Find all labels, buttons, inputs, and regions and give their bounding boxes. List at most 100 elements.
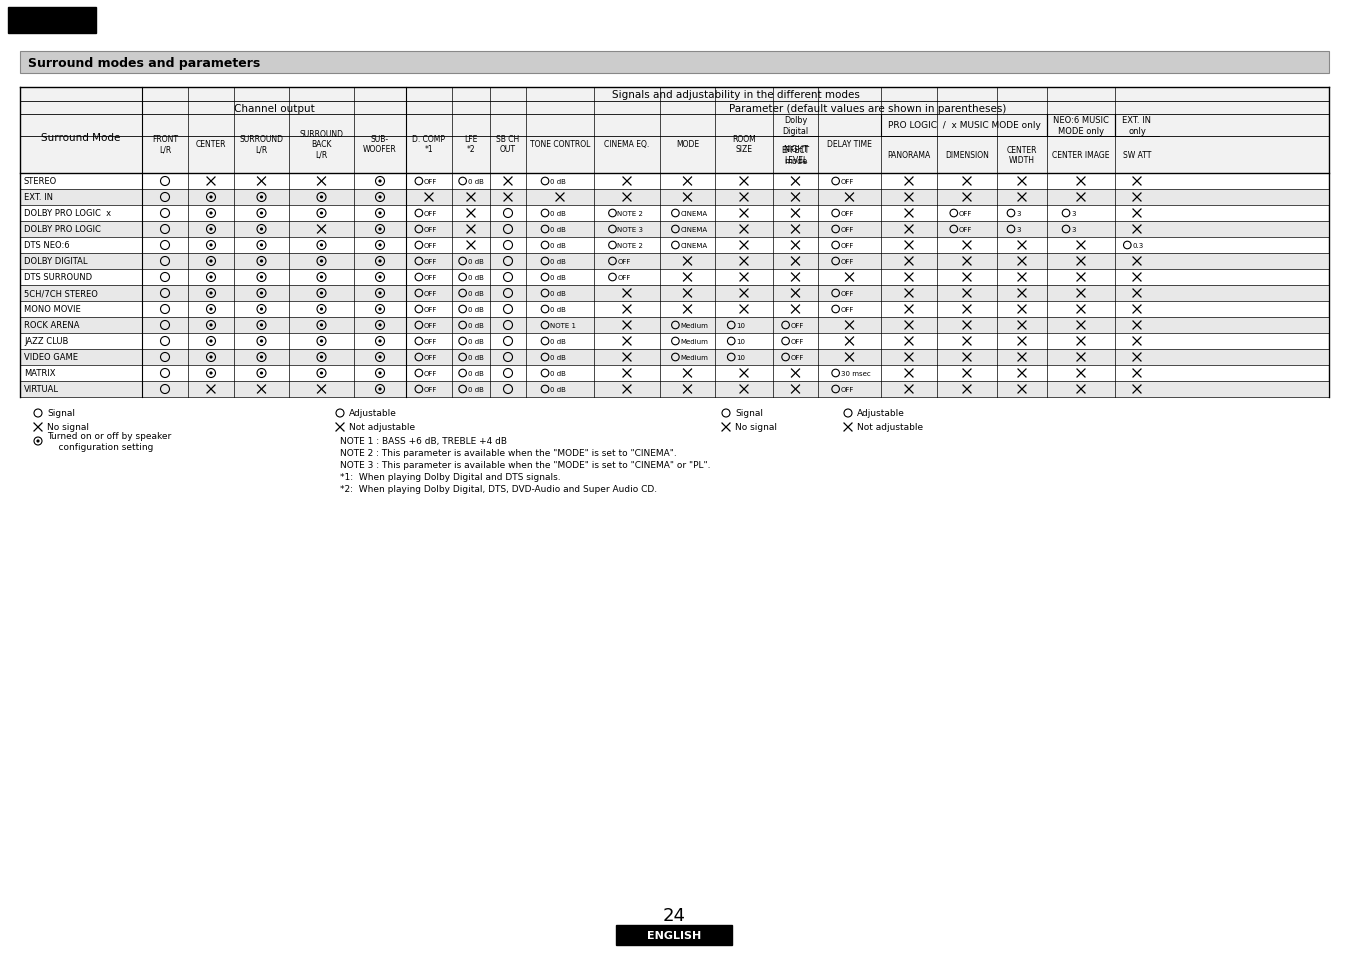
Circle shape bbox=[379, 372, 382, 375]
Circle shape bbox=[320, 244, 324, 248]
Text: DTS NEO:6: DTS NEO:6 bbox=[24, 241, 70, 251]
Circle shape bbox=[379, 356, 382, 359]
Text: ROOM
SIZE: ROOM SIZE bbox=[733, 134, 755, 154]
Text: OFF: OFF bbox=[840, 179, 854, 185]
Text: MATRIX: MATRIX bbox=[24, 369, 55, 378]
Circle shape bbox=[320, 340, 324, 343]
Circle shape bbox=[379, 244, 382, 248]
Text: CINEMA: CINEMA bbox=[680, 211, 707, 216]
Text: Surround Mode: Surround Mode bbox=[42, 132, 120, 143]
Text: 0 dB: 0 dB bbox=[468, 179, 483, 185]
Circle shape bbox=[260, 356, 263, 359]
Circle shape bbox=[260, 340, 263, 343]
Circle shape bbox=[320, 372, 324, 375]
Text: VIDEO GAME: VIDEO GAME bbox=[24, 354, 78, 362]
Text: OFF: OFF bbox=[959, 211, 973, 216]
Text: CINEMA EQ.: CINEMA EQ. bbox=[604, 140, 650, 149]
Text: ENGLISH: ENGLISH bbox=[648, 930, 701, 940]
Circle shape bbox=[379, 308, 382, 312]
Text: CENTER: CENTER bbox=[196, 140, 227, 149]
Text: EFFECT
LEVEL: EFFECT LEVEL bbox=[781, 146, 809, 165]
Text: OFF: OFF bbox=[840, 387, 854, 393]
Circle shape bbox=[209, 356, 213, 359]
Text: EXT. IN
only: EXT. IN only bbox=[1122, 116, 1152, 136]
Text: OFF: OFF bbox=[424, 291, 437, 296]
Text: NOTE 3 : This parameter is available when the "MODE" is set to "CINEMA" or "PL".: NOTE 3 : This parameter is available whe… bbox=[340, 461, 711, 470]
Circle shape bbox=[260, 276, 263, 279]
Text: SURROUND
L/R: SURROUND L/R bbox=[240, 134, 283, 154]
Text: OFF: OFF bbox=[424, 371, 437, 376]
Text: 10: 10 bbox=[737, 355, 745, 360]
Text: OFF: OFF bbox=[618, 258, 631, 265]
Text: CINEMA: CINEMA bbox=[680, 243, 707, 249]
Circle shape bbox=[379, 388, 382, 391]
Circle shape bbox=[260, 228, 263, 232]
Text: 0 dB: 0 dB bbox=[550, 211, 567, 216]
Text: 0 dB: 0 dB bbox=[468, 274, 483, 281]
Text: MODE: MODE bbox=[676, 140, 699, 149]
Text: Turned on or off by speaker
    configuration setting: Turned on or off by speaker configuratio… bbox=[47, 432, 171, 451]
Text: OFF: OFF bbox=[618, 274, 631, 281]
Text: OFF: OFF bbox=[840, 227, 854, 233]
Text: ENGLISH: ENGLISH bbox=[24, 16, 80, 26]
Text: Not adjustable: Not adjustable bbox=[349, 423, 415, 432]
Circle shape bbox=[379, 228, 382, 232]
Circle shape bbox=[209, 372, 213, 375]
Text: OFF: OFF bbox=[840, 243, 854, 249]
Text: OFF: OFF bbox=[791, 338, 804, 345]
Text: SURROUND
BACK
L/R: SURROUND BACK L/R bbox=[299, 130, 344, 159]
Text: EXT. IN: EXT. IN bbox=[24, 193, 53, 202]
Text: OFF: OFF bbox=[791, 323, 804, 329]
Circle shape bbox=[36, 440, 39, 443]
Text: OFF: OFF bbox=[424, 227, 437, 233]
Circle shape bbox=[379, 340, 382, 343]
Text: No signal: No signal bbox=[735, 423, 777, 432]
Circle shape bbox=[379, 276, 382, 279]
Text: NIGHT
mode: NIGHT mode bbox=[782, 145, 808, 166]
Text: OFF: OFF bbox=[424, 274, 437, 281]
Text: 0 dB: 0 dB bbox=[468, 323, 483, 329]
Bar bbox=[22, 270, 1327, 286]
Text: DTS SURROUND: DTS SURROUND bbox=[24, 274, 92, 282]
Circle shape bbox=[379, 180, 382, 183]
Text: 0 dB: 0 dB bbox=[468, 387, 483, 393]
Text: 3: 3 bbox=[1016, 227, 1020, 233]
Text: OFF: OFF bbox=[424, 338, 437, 345]
Text: 0 dB: 0 dB bbox=[550, 338, 567, 345]
Bar bbox=[22, 190, 1327, 206]
Text: 0 dB: 0 dB bbox=[468, 371, 483, 376]
Text: 0 dB: 0 dB bbox=[550, 179, 567, 185]
Text: 0 dB: 0 dB bbox=[550, 307, 567, 313]
Text: Not adjustable: Not adjustable bbox=[857, 423, 923, 432]
Text: No signal: No signal bbox=[47, 423, 89, 432]
Text: 0 dB: 0 dB bbox=[550, 371, 567, 376]
Text: NOTE 2: NOTE 2 bbox=[618, 211, 643, 216]
Text: 0.3: 0.3 bbox=[1132, 243, 1144, 249]
Text: Signal: Signal bbox=[735, 409, 764, 418]
Bar bbox=[22, 350, 1327, 366]
Bar bbox=[22, 237, 1327, 253]
Circle shape bbox=[320, 276, 324, 279]
Text: ROCK ARENA: ROCK ARENA bbox=[24, 321, 80, 330]
Bar bbox=[22, 381, 1327, 397]
Text: CINEMA: CINEMA bbox=[680, 227, 707, 233]
Text: OFF: OFF bbox=[424, 323, 437, 329]
Circle shape bbox=[379, 324, 382, 327]
Text: OFF: OFF bbox=[424, 211, 437, 216]
Text: 24: 24 bbox=[662, 906, 687, 924]
Text: 0 dB: 0 dB bbox=[550, 355, 567, 360]
Text: DOLBY PRO LOGIC: DOLBY PRO LOGIC bbox=[24, 225, 101, 234]
Text: 3: 3 bbox=[1071, 227, 1075, 233]
Text: OFF: OFF bbox=[840, 258, 854, 265]
Text: OFF: OFF bbox=[424, 243, 437, 249]
Bar bbox=[20, 52, 1329, 74]
Text: LFE
*2: LFE *2 bbox=[464, 134, 478, 154]
Text: OFF: OFF bbox=[424, 179, 437, 185]
Circle shape bbox=[209, 228, 213, 232]
Bar bbox=[20, 88, 1329, 173]
Text: PANORAMA: PANORAMA bbox=[888, 151, 931, 160]
Bar bbox=[22, 286, 1327, 302]
Circle shape bbox=[209, 196, 213, 199]
Circle shape bbox=[260, 372, 263, 375]
Text: OFF: OFF bbox=[840, 291, 854, 296]
